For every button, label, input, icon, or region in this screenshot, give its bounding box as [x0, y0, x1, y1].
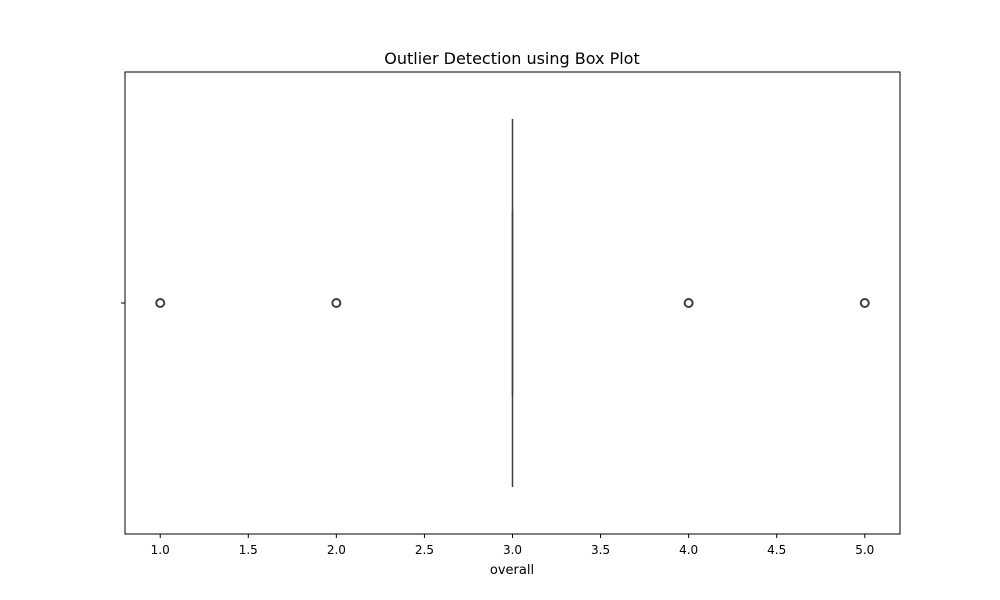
outlier-points [155, 298, 870, 308]
x-tick-label: 2.5 [415, 543, 434, 557]
x-tick-label: 5.0 [855, 543, 874, 557]
x-tick-label: 4.5 [767, 543, 786, 557]
x-tick-label: 4.0 [679, 543, 698, 557]
x-tick-label: 3.5 [591, 543, 610, 557]
x-tick-label: 2.0 [327, 543, 346, 557]
outlier-point [683, 298, 694, 308]
outlier-point [859, 298, 870, 308]
x-axis-ticks: 1.0 1.5 2.0 2.5 3.0 3.5 4.0 4.5 5.0 [151, 534, 874, 557]
outlier-point [155, 298, 166, 308]
x-tick-label: 1.0 [151, 543, 170, 557]
x-axis-label: overall [490, 563, 534, 578]
chart-title: Outlier Detection using Box Plot [384, 49, 640, 68]
x-tick-label: 3.0 [503, 543, 522, 557]
outlier-point [331, 298, 342, 308]
x-tick-label: 1.5 [239, 543, 258, 557]
